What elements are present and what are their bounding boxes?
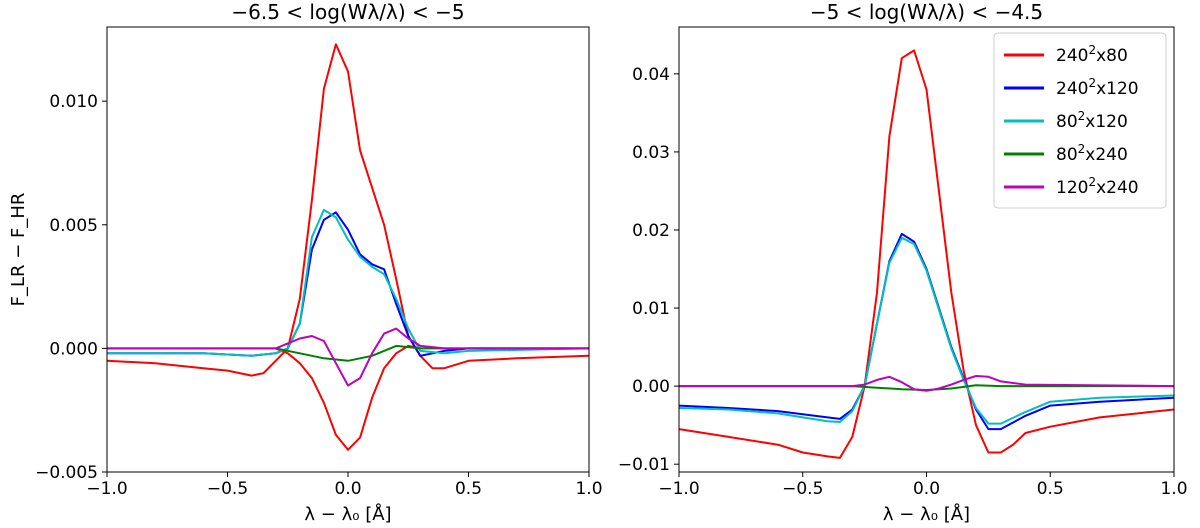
panel-1: −1.0 −0.5 0.0 0.5 1.0 −0.005 0.000 0.005 0.010 −6… — [8, 0, 603, 525]
y-tick-label: 0.000 — [49, 339, 98, 359]
legend-label: 1202x240 — [1056, 175, 1139, 198]
chart-title: −5 < log(Wλ/λ) < −4.5 — [810, 0, 1043, 24]
x-tick-label: 0.0 — [334, 479, 361, 499]
series-line-3 — [679, 236, 1174, 425]
y-tick-label: 0.02 — [632, 221, 670, 241]
y-tick-label: 0.005 — [49, 216, 98, 236]
panel-2: −1.0 −0.5 0.0 0.5 1.0 −0.01 0.00 0.01 0.02 0.03 0.… — [618, 0, 1188, 525]
x-tick-label: −0.5 — [207, 479, 248, 499]
series-line-2 — [679, 232, 1174, 431]
legend-label: 2402x120 — [1056, 76, 1139, 99]
legend-label: 2402x80 — [1056, 43, 1128, 66]
x-tick-label: 1.0 — [1160, 479, 1187, 499]
legend-frame — [993, 32, 1167, 209]
series-line-6 — [107, 327, 589, 387]
y-tick-label: 0.03 — [632, 143, 670, 163]
x-tick-label: −1.0 — [86, 479, 127, 499]
series-line-2 — [274, 344, 422, 451]
x-axis-label: λ − λ₀ [Å] — [304, 503, 391, 525]
y-tick-label: 0.04 — [632, 65, 670, 85]
x-tick-label: 0.5 — [1037, 479, 1064, 499]
chart-title: −6.5 < log(Wλ/λ) < −5 — [231, 0, 464, 24]
legend-label: 802x120 — [1056, 109, 1128, 132]
y-tick-label: 0.00 — [632, 377, 670, 397]
x-tick-label: −0.5 — [782, 479, 823, 499]
x-tick-label: −1.0 — [658, 479, 699, 499]
series-group — [107, 43, 589, 451]
series-line-5 — [107, 344, 589, 362]
x-axis-label: λ − λ₀ [Å] — [883, 503, 970, 525]
plot-frame — [106, 26, 590, 473]
x-tick-label: 1.0 — [575, 479, 602, 499]
legend-label: 802x240 — [1056, 142, 1128, 165]
series-line-4 — [107, 208, 589, 357]
y-tick-label: −0.005 — [35, 463, 98, 483]
series-line-1 — [107, 43, 589, 377]
series-group — [679, 49, 1174, 459]
x-tick-label: 0.0 — [913, 479, 940, 499]
y-tick-label: −0.01 — [618, 455, 670, 475]
y-tick-label: 0.010 — [49, 92, 98, 112]
series-line-1 — [679, 49, 1174, 459]
series-line-3 — [107, 211, 589, 357]
y-axis-label: F_LR − F_HR — [8, 193, 29, 307]
legend: 2402x80 2402x120 802x120 802x240 1202x240 — [993, 32, 1167, 209]
x-tick-label: 0.5 — [455, 479, 482, 499]
series-line-5 — [679, 375, 1174, 392]
y-tick-label: 0.01 — [632, 299, 670, 319]
